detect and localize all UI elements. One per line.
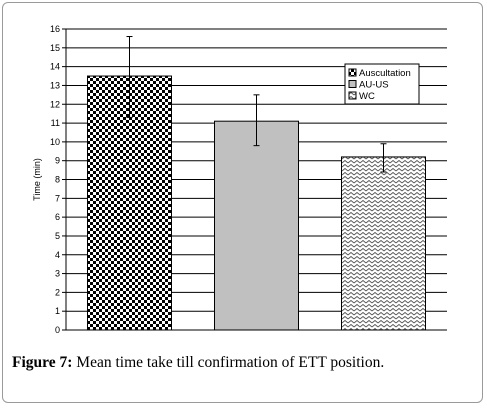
figure-caption: Figure 7: Mean time take till confirmati… (12, 354, 384, 372)
error-bars (126, 36, 387, 173)
legend-swatch (348, 68, 357, 77)
legend-box (344, 63, 420, 105)
y-tick-label: 14 (50, 62, 60, 72)
y-tick-label: 0 (55, 325, 60, 335)
bars (87, 75, 426, 331)
y-tick-label: 6 (55, 212, 60, 222)
y-tick-label: 1 (55, 306, 60, 316)
caption-label: Figure 7: (12, 354, 73, 371)
bar-au-us (214, 120, 299, 331)
y-tick-label: 7 (55, 193, 60, 203)
caption-text: Mean time take till confirmation of ETT … (72, 354, 385, 371)
y-tick-label: 16 (50, 24, 60, 34)
y-tick-label: 12 (50, 99, 60, 109)
y-tick-label: 13 (50, 80, 60, 90)
y-tick-label: 8 (55, 175, 60, 185)
y-tick-label: 3 (55, 269, 60, 279)
y-tick-label: 2 (55, 287, 60, 297)
legend-label: WC (359, 91, 375, 102)
y-axis-label: Time (min) (32, 158, 42, 201)
y-tick-label: 5 (55, 231, 60, 241)
legend-swatch (348, 80, 357, 88)
y-tick-label: 9 (55, 156, 60, 166)
y-tick-label: 15 (50, 43, 60, 53)
y-tick-label: 10 (50, 137, 60, 147)
legend-swatch (348, 91, 357, 100)
y-tick-label: 11 (51, 118, 60, 128)
legend-label: AU-US (359, 80, 389, 91)
bar-wc (341, 156, 426, 331)
legend-label: Auscultation (359, 68, 411, 79)
y-tick-label: 4 (55, 250, 60, 260)
